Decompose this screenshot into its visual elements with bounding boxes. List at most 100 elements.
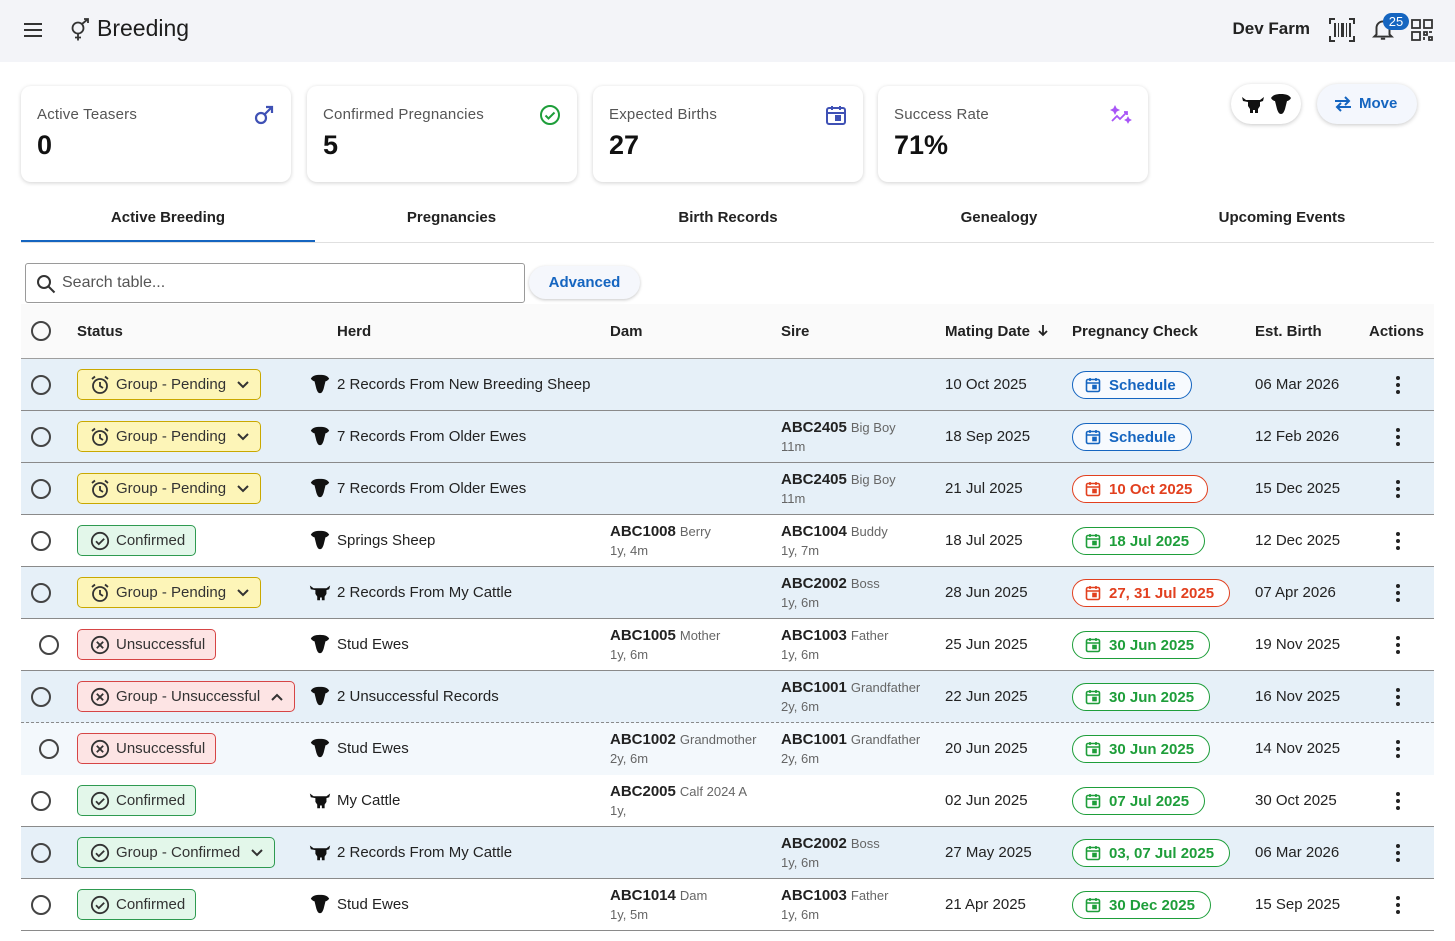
- chevron-down-icon[interactable]: [236, 588, 250, 598]
- pregnancy-check-chip[interactable]: Schedule: [1072, 423, 1192, 451]
- dam-cell[interactable]: ABC1008 Berry 1y, 4m: [610, 522, 711, 560]
- sire-cell[interactable]: ABC2002 Boss 1y, 6m: [781, 834, 880, 872]
- column-header-est-birth[interactable]: Est. Birth: [1255, 323, 1322, 340]
- more-actions-icon[interactable]: [1387, 789, 1409, 813]
- status-chip[interactable]: Confirmed: [77, 525, 197, 556]
- status-chip[interactable]: Unsuccessful: [77, 629, 217, 660]
- pregnancy-check-chip[interactable]: 27, 31 Jul 2025: [1072, 579, 1231, 607]
- pregnancy-check-chip[interactable]: 18 Jul 2025: [1072, 527, 1206, 555]
- row-select-radio[interactable]: [31, 895, 51, 915]
- pregnancy-check-chip[interactable]: 30 Jun 2025: [1072, 735, 1211, 763]
- column-header-status[interactable]: Status: [77, 323, 123, 340]
- status-chip[interactable]: Group - Unsuccessful: [77, 681, 296, 712]
- column-header-pregnancy-check[interactable]: Pregnancy Check: [1072, 323, 1198, 340]
- herd-cell[interactable]: 2 Unsuccessful Records: [308, 685, 499, 707]
- tab-birth-records[interactable]: Birth Records: [678, 209, 778, 226]
- row-select-radio[interactable]: [31, 687, 51, 707]
- barcode-scan-icon[interactable]: [1329, 18, 1355, 42]
- sire-cell[interactable]: ABC1004 Buddy 1y, 7m: [781, 522, 888, 560]
- advanced-search-button[interactable]: Advanced: [529, 266, 640, 299]
- chevron-down-icon[interactable]: [236, 432, 250, 442]
- herd-cell[interactable]: Stud Ewes: [308, 737, 409, 759]
- table-row[interactable]: Group - Pending 7 Records From Older Ewes…: [21, 411, 1434, 463]
- table-row[interactable]: Group - Pending 2 Records From My Cattle A…: [21, 567, 1434, 619]
- more-actions-icon[interactable]: [1387, 425, 1409, 449]
- table-row[interactable]: Unsuccessful Stud Ewes ABC1005 Mother 1y, 6m…: [21, 619, 1434, 671]
- row-select-radio[interactable]: [31, 791, 51, 811]
- pregnancy-check-chip[interactable]: 10 Oct 2025: [1072, 475, 1209, 503]
- herd-cell[interactable]: Stud Ewes: [308, 893, 409, 915]
- row-select-radio[interactable]: [31, 375, 51, 395]
- dashboard-grid-icon[interactable]: [1411, 19, 1433, 41]
- farm-selector[interactable]: Dev Farm: [1232, 19, 1310, 38]
- tab-upcoming-events[interactable]: Upcoming Events: [1218, 209, 1346, 226]
- move-button[interactable]: Move: [1317, 84, 1417, 124]
- dam-cell[interactable]: ABC1002 Grandmother 2y, 6m: [610, 730, 756, 768]
- row-select-radio[interactable]: [39, 635, 59, 655]
- column-header-sire[interactable]: Sire: [781, 323, 810, 340]
- herd-cell[interactable]: My Cattle: [308, 789, 400, 811]
- status-chip[interactable]: Group - Pending: [77, 577, 262, 608]
- herd-cell[interactable]: Springs Sheep: [308, 529, 435, 551]
- more-actions-icon[interactable]: [1387, 841, 1409, 865]
- search-input[interactable]: [62, 270, 512, 296]
- dam-cell[interactable]: ABC1014 Dam 1y, 5m: [610, 886, 707, 924]
- tab-pregnancies[interactable]: Pregnancies: [406, 209, 497, 226]
- more-actions-icon[interactable]: [1387, 581, 1409, 605]
- more-actions-icon[interactable]: [1387, 737, 1409, 761]
- pregnancy-check-chip[interactable]: Schedule: [1072, 371, 1192, 399]
- status-chip[interactable]: Unsuccessful: [77, 733, 217, 764]
- status-chip[interactable]: Group - Confirmed: [77, 837, 276, 868]
- herd-cell[interactable]: 2 Records From My Cattle: [308, 841, 512, 863]
- row-select-radio[interactable]: [31, 479, 51, 499]
- sire-cell[interactable]: ABC1001 Grandfather 2y, 6m: [781, 730, 920, 768]
- sire-cell[interactable]: ABC1001 Grandfather 2y, 6m: [781, 678, 920, 716]
- herd-cell[interactable]: 7 Records From Older Ewes: [308, 425, 526, 447]
- menu-icon[interactable]: [21, 18, 45, 42]
- table-row[interactable]: Unsuccessful Stud Ewes ABC1002 Grandmother 2…: [21, 723, 1434, 775]
- table-row[interactable]: Group - Pending 2 Records From New Breedi…: [21, 359, 1434, 411]
- sire-cell[interactable]: ABC2405 Big Boy 11m: [781, 470, 896, 508]
- sire-cell[interactable]: ABC1003 Father 1y, 6m: [781, 626, 888, 664]
- chevron-up-icon[interactable]: [270, 692, 284, 702]
- sire-cell[interactable]: ABC1003 Father 1y, 6m: [781, 886, 888, 924]
- status-chip[interactable]: Confirmed: [77, 785, 197, 816]
- tab-active-breeding[interactable]: Active Breeding: [21, 196, 315, 242]
- more-actions-icon[interactable]: [1387, 685, 1409, 709]
- chevron-down-icon[interactable]: [236, 484, 250, 494]
- table-row[interactable]: Group - Confirmed 2 Records From My Cattl…: [21, 827, 1434, 879]
- more-actions-icon[interactable]: [1387, 633, 1409, 657]
- status-chip[interactable]: Group - Pending: [77, 421, 262, 452]
- more-actions-icon[interactable]: [1387, 529, 1409, 553]
- chevron-down-icon[interactable]: [236, 380, 250, 390]
- status-chip[interactable]: Group - Pending: [77, 369, 262, 400]
- row-select-radio[interactable]: [31, 843, 51, 863]
- tab-genealogy[interactable]: Genealogy: [960, 209, 1038, 226]
- table-row[interactable]: Group - Unsuccessful 2 Unsuccessful Recor…: [21, 671, 1434, 723]
- status-chip[interactable]: Confirmed: [77, 889, 197, 920]
- more-actions-icon[interactable]: [1387, 373, 1409, 397]
- pregnancy-check-chip[interactable]: 07 Jul 2025: [1072, 787, 1206, 815]
- more-actions-icon[interactable]: [1387, 477, 1409, 501]
- herd-cell[interactable]: 2 Records From New Breeding Sheep: [308, 373, 590, 395]
- more-actions-icon[interactable]: [1387, 893, 1409, 917]
- select-all-radio[interactable]: [31, 321, 51, 341]
- pregnancy-check-chip[interactable]: 30 Dec 2025: [1072, 891, 1211, 919]
- herd-cell[interactable]: Stud Ewes: [308, 633, 409, 655]
- dam-cell[interactable]: ABC1005 Mother 1y, 6m: [610, 626, 720, 664]
- column-header-mating-date[interactable]: Mating Date: [945, 323, 1049, 340]
- herd-cell[interactable]: 2 Records From My Cattle: [308, 581, 512, 603]
- column-header-herd[interactable]: Herd: [337, 323, 372, 340]
- pregnancy-check-chip[interactable]: 03, 07 Jul 2025: [1072, 839, 1231, 867]
- herd-cell[interactable]: 7 Records From Older Ewes: [308, 477, 526, 499]
- dam-cell[interactable]: ABC2005 Calf 2024 A 1y,: [610, 782, 747, 820]
- row-select-radio[interactable]: [31, 531, 51, 551]
- table-row[interactable]: Confirmed Stud Ewes ABC1014 Dam 1y, 5m ABC100…: [21, 879, 1434, 931]
- sire-cell[interactable]: ABC2405 Big Boy 11m: [781, 418, 896, 456]
- status-chip[interactable]: Group - Pending: [77, 473, 262, 504]
- table-row[interactable]: Confirmed My Cattle ABC2005 Calf 2024 A 1y, 0…: [21, 775, 1434, 827]
- chevron-down-icon[interactable]: [250, 848, 264, 858]
- sire-cell[interactable]: ABC2002 Boss 1y, 6m: [781, 574, 880, 612]
- species-filter-button[interactable]: [1231, 84, 1301, 124]
- column-header-dam[interactable]: Dam: [610, 323, 643, 340]
